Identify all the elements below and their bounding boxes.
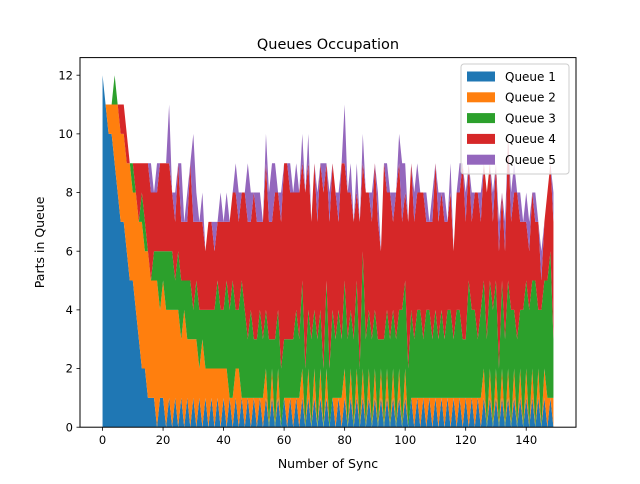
legend-box [460,63,570,175]
x-tick-label: 60 [277,433,292,447]
legend-label-4: Queue 4 [505,132,556,146]
y-tick-label: 2 [66,362,73,376]
legend-label-1: Queue 1 [505,70,556,84]
y-tick-label: 10 [58,127,73,141]
legend-swatch-3 [467,113,495,124]
chart-title: Queues Occupation [257,37,399,53]
area-series-2 [102,75,554,428]
area-series-3 [102,75,554,428]
y-tick-label: 8 [66,186,73,200]
legend-swatch-1 [467,71,495,82]
x-axis-label: Number of Sync [278,456,378,471]
x-axis-ticks: 0 20 40 60 80 100 120 140 [99,427,537,447]
legend-label-2: Queue 2 [505,91,556,105]
legend-swatch-2 [467,92,495,103]
y-tick-label: 0 [66,420,73,434]
y-axis-label: Parts in Queue [32,196,47,288]
legend-swatch-5 [467,154,495,165]
x-tick-label: 80 [337,433,352,447]
legend-label-5: Queue 5 [505,153,556,167]
x-tick-label: 40 [216,433,231,447]
legend: Queue 1 Queue 2 Queue 3 Queue 4 Queue 5 [460,63,570,175]
x-tick-label: 120 [455,433,477,447]
legend-label-3: Queue 3 [505,111,556,125]
area-series-4 [102,75,554,369]
y-tick-label: 12 [58,68,73,82]
legend-swatch-4 [467,133,495,144]
plot-frame [79,57,577,428]
x-tick-label: 0 [99,433,106,447]
y-axis-ticks: 0 2 4 6 8 10 12 [58,68,80,434]
x-tick-label: 20 [156,433,171,447]
area-series-5 [102,75,554,281]
x-tick-label: 140 [515,433,537,447]
y-tick-label: 4 [66,303,73,317]
stacked-area-series [102,75,554,428]
y-tick-label: 6 [66,244,73,258]
x-tick-label: 100 [394,433,416,447]
